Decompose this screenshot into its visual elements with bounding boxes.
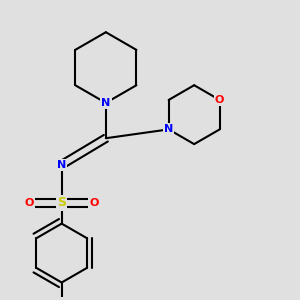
Text: N: N — [57, 160, 66, 170]
Text: S: S — [57, 196, 66, 209]
Text: O: O — [25, 198, 34, 208]
Text: O: O — [89, 198, 99, 208]
Text: N: N — [164, 124, 173, 134]
Text: N: N — [101, 98, 110, 108]
Text: O: O — [215, 95, 224, 105]
